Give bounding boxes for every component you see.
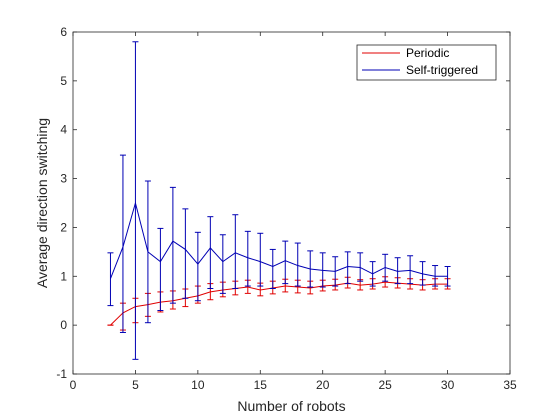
plot-area [72,31,511,375]
x-axis-label: Number of robots [237,398,345,414]
error-bar [219,234,226,294]
series-line-0 [110,281,448,326]
error-bar [132,41,139,360]
error-bar [107,252,114,307]
error-bar [269,248,276,289]
y-tick-label: -1 [56,367,67,381]
error-bar [169,186,176,304]
error-bar [119,154,126,333]
y-tick-label: 4 [60,123,67,137]
y-tick-label: 2 [60,220,67,234]
error-bar [207,216,214,289]
x-tick-label: 35 [503,378,517,392]
x-tick-label: 30 [441,378,455,392]
error-bar [294,242,301,287]
legend-label-1: Self-triggered [406,63,478,77]
series-line-1 [109,201,448,279]
legend: Periodic Self-triggered [356,44,497,81]
y-axis-label: Average direction switching [34,118,50,288]
x-tick-label: 5 [132,378,139,392]
error-bar [194,231,201,302]
error-bar [182,208,189,299]
error-bar [157,227,164,311]
y-tick-label: 5 [60,74,67,88]
x-tick-label: 10 [191,378,205,392]
error-bar [282,240,289,285]
x-tick-label: 0 [70,378,77,392]
legend-label-0: Periodic [406,46,449,60]
y-tick-label: 1 [60,269,67,283]
error-bar [257,232,264,287]
error-bar [344,251,351,285]
error-bar [394,257,401,285]
x-tick-label: 15 [254,378,268,392]
y-tick-label: 0 [60,318,67,332]
error-bar [407,255,414,285]
y-tick-label: 3 [60,172,67,186]
x-tick-label: 25 [378,378,392,392]
legend-box [356,44,497,81]
series-1 [107,41,451,360]
x-tick-label: 20 [316,378,330,392]
error-bar [232,214,239,289]
series-layer [107,41,451,360]
error-bar [244,230,251,287]
y-tick-label: 6 [60,25,67,39]
